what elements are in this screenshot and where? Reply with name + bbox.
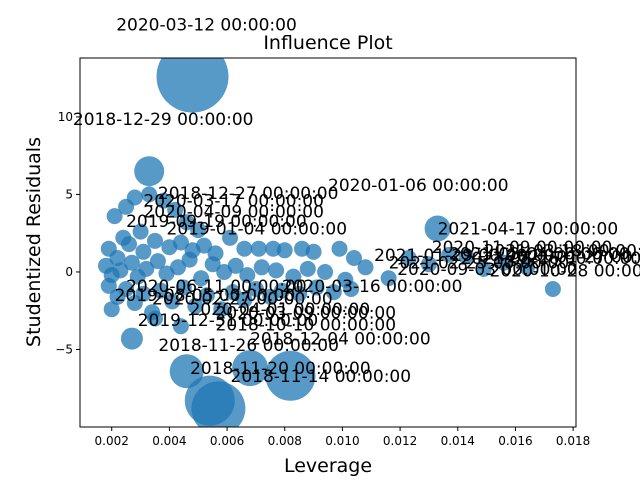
y-tick-label-3: 10 [58,110,73,124]
data-point-34 [277,242,293,258]
annotation-label-8: 2020-01-06 00:00:00 [328,176,509,196]
chart-title: Influence Plot [263,32,392,54]
data-point-24 [147,233,163,249]
data-point-12 [127,190,143,206]
x-tick-label-2: 0.006 [210,434,244,448]
y-tick-label-2: 5 [65,187,73,201]
y-tick-label-1: 0 [65,265,73,279]
annotation-label-29: 2020-10-28 00:00:00 [490,261,640,281]
data-point-37 [332,241,348,257]
data-point-0 [157,41,229,113]
data-point-60 [358,259,374,275]
data-point-9 [545,281,561,297]
x-tick-label-6: 0.014 [441,434,475,448]
annotation-label-4: 2018-11-14 00:00:00 [231,367,412,387]
x-tick-label-0: 0.002 [95,434,129,448]
data-point-36 [306,244,322,260]
y-tick-label-0: −5 [55,342,73,356]
annotation-label-2: 2021-04-17 00:00:00 [438,220,619,240]
x-tick-label-7: 0.016 [498,434,532,448]
data-point-22 [121,236,137,252]
data-point-54 [254,259,270,275]
data-point-31 [236,241,252,257]
y-axis-label: Studentized Residuals [23,137,45,347]
x-axis-ticks: 0.002 0.004 0.006 0.008 0.010 0.012 0.014 0.016… [95,427,591,448]
x-tick-label-1: 0.004 [152,434,186,448]
annotation-label-12: 2019-01-04 00:00:00 [167,220,348,240]
data-point-57 [300,261,316,277]
data-point-48 [182,252,198,268]
x-tick-label-4: 0.010 [325,434,359,448]
x-axis-label: Leverage [284,455,372,477]
data-point-1 [134,156,164,186]
y-axis-ticks: −5 0 5 10 [55,110,80,357]
annotation-label-1: 2018-12-29 00:00:00 [73,110,254,130]
x-tick-label-3: 0.008 [268,434,302,448]
annotation-label-19: 2018-12-04 00:00:00 [250,330,431,350]
data-point-42 [124,255,140,271]
data-point-32 [251,241,267,257]
x-tick-label-8: 0.018 [556,434,590,448]
x-tick-label-5: 0.012 [383,434,417,448]
